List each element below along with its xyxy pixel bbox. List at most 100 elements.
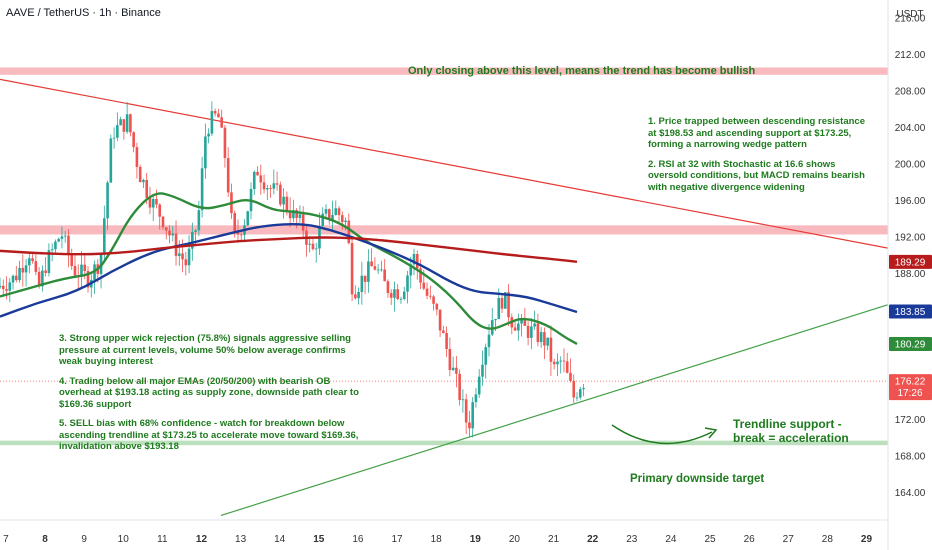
y-tick-label: 196.00: [895, 196, 926, 207]
note-line: 4. Trading below all major EMAs (20/50/2…: [59, 375, 331, 387]
candle-body: [415, 254, 419, 269]
candle-body: [503, 292, 507, 309]
candle-body: [464, 399, 468, 423]
note-line: [59, 410, 359, 418]
note-line: oversold conditions, but MACD remains be…: [648, 170, 865, 181]
candle-body: [177, 253, 181, 256]
candle-body: [119, 119, 122, 126]
candle-body: [572, 380, 576, 398]
y-tick-label: 168.00: [895, 452, 926, 463]
candle-body: [116, 125, 119, 138]
candle-body: [256, 171, 259, 176]
candle-body: [324, 209, 328, 214]
candle-body: [490, 320, 494, 335]
note-line: forming a narrowing wedge pattern: [648, 139, 807, 150]
x-tick-label: 9: [81, 534, 87, 545]
candle-body: [292, 210, 295, 219]
ema-200-line: [0, 236, 578, 264]
candle-body: [233, 213, 237, 233]
candle-body: [517, 323, 520, 331]
note-line: 5. SELL bias with 68% confidence - watch…: [59, 418, 345, 429]
candle-body: [41, 270, 44, 287]
price-zones: [0, 67, 888, 446]
candle-body: [321, 213, 325, 227]
price-tag-box: [889, 304, 932, 319]
note-line: overhead at $193.18 acting as supply zon…: [59, 387, 359, 398]
x-tick-label: 27: [783, 534, 795, 545]
target-zone: [0, 440, 888, 446]
candle-body: [559, 360, 563, 362]
x-tick-label: 13: [235, 534, 247, 545]
candle-body: [484, 347, 488, 365]
candle-body: [5, 289, 8, 291]
candle-body: [47, 250, 51, 273]
candle-body: [142, 179, 145, 183]
top-zone: [0, 67, 888, 75]
candle-body: [477, 376, 481, 395]
candle-body: [327, 209, 331, 220]
candle-body: [409, 264, 413, 276]
candle-body: [360, 275, 364, 292]
candle-body: [73, 266, 77, 276]
candle-body: [11, 275, 15, 283]
y-tick-label: 204.00: [895, 123, 926, 134]
candle-body: [14, 275, 18, 281]
candle-body: [129, 114, 132, 133]
candle-body: [60, 236, 64, 239]
candle-body: [314, 248, 318, 250]
x-tick-label: 16: [352, 534, 364, 545]
x-tick-label: 15: [313, 534, 325, 545]
candle-body: [533, 323, 536, 327]
note-line: with negative divergence widening: [648, 181, 805, 193]
candle-body: [34, 261, 38, 272]
target-label: Primary downside target: [630, 473, 765, 485]
candle-body: [125, 114, 129, 132]
trendline-label-line: break = acceleration: [733, 431, 849, 445]
y-tick-label: 188.00: [895, 269, 926, 280]
price-axis-background: [888, 0, 932, 550]
candle-body: [1, 285, 5, 290]
candle-body: [461, 399, 465, 401]
candle-body: [363, 275, 367, 282]
candle-body: [331, 214, 334, 220]
candle-body: [569, 372, 572, 381]
candle-body: [168, 230, 171, 236]
candle-body: [419, 268, 422, 283]
candle-body: [194, 230, 197, 232]
x-tick-label: 23: [626, 534, 638, 545]
candle-body: [442, 330, 445, 334]
candle-body: [80, 264, 83, 277]
candle-body: [422, 282, 426, 289]
candle-body: [67, 235, 70, 256]
candle-body: [28, 258, 31, 266]
candle-body: [500, 297, 504, 309]
price-tag-label: 180.29: [895, 340, 926, 351]
candle-body: [18, 267, 21, 281]
x-tick-label: 20: [509, 534, 521, 545]
x-tick-label: 19: [470, 534, 482, 545]
candle-body: [207, 133, 210, 137]
candle-body: [350, 243, 354, 295]
notes-left: 3. Strong upper wick rejection (75.8%) s…: [59, 333, 359, 453]
candle-body: [239, 234, 243, 236]
candle-body: [497, 297, 501, 320]
candle-body: [223, 127, 227, 159]
symbol-title[interactable]: AAVE / TetherUS · 1h · Binance: [6, 7, 161, 19]
price-tag-label: 176.22: [895, 377, 926, 388]
note-line: invalidation above $193.18: [59, 441, 179, 452]
price-tag-label: 189.29: [895, 257, 926, 268]
x-tick-label: 25: [704, 534, 716, 545]
candle-body: [83, 264, 87, 271]
candle-body: [435, 303, 439, 310]
candle-body: [556, 361, 559, 365]
candle-body: [63, 235, 67, 237]
candle-body: [57, 238, 60, 242]
candle-body: [376, 269, 380, 271]
candle-body: [549, 337, 553, 362]
candle-body: [86, 270, 90, 288]
ema-lines: [0, 192, 578, 345]
candle-body: [432, 296, 435, 304]
candle-body: [236, 232, 240, 235]
